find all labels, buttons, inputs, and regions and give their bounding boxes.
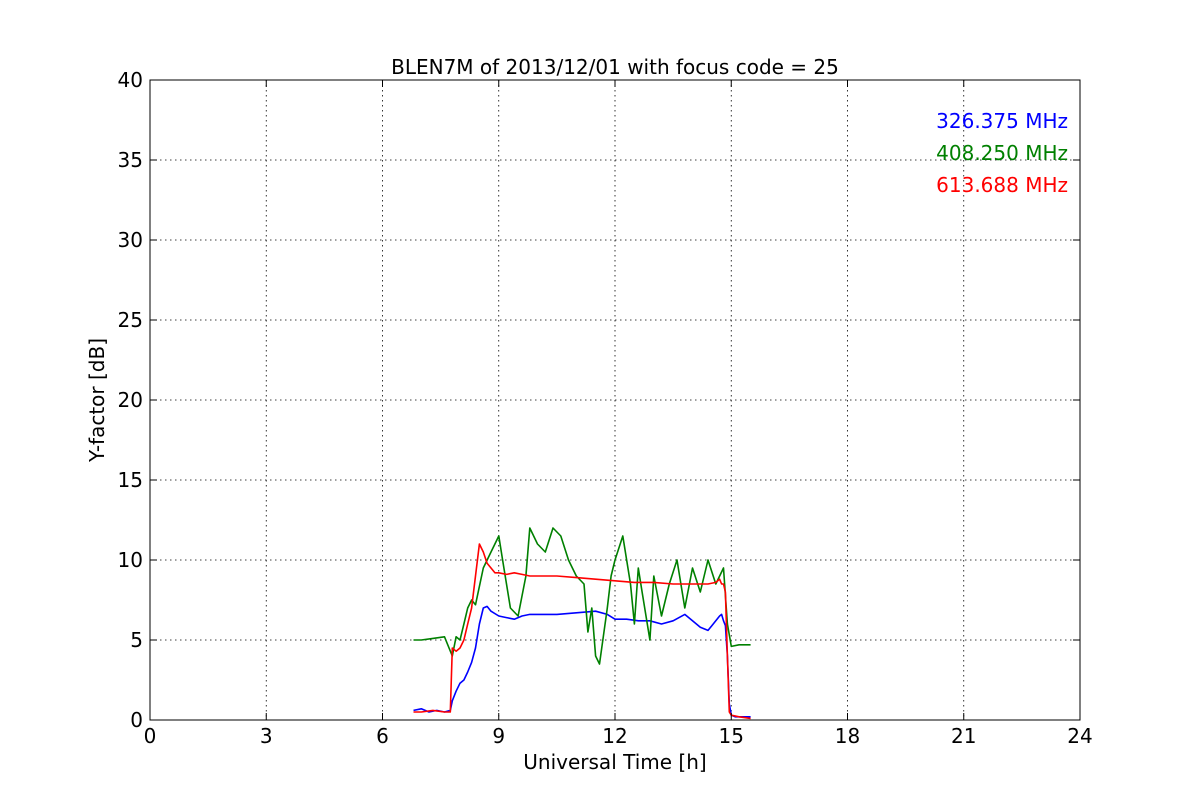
- x-tick-label: 6: [376, 724, 389, 748]
- x-tick-label: 9: [492, 724, 505, 748]
- series-line-1: [413, 527, 751, 665]
- legend-entry-2: 613.688 MHz: [936, 173, 1068, 197]
- x-tick-label: 21: [951, 724, 976, 748]
- x-tick-label: 18: [835, 724, 860, 748]
- series-line-0: [413, 605, 751, 718]
- x-tick-labels: 0 3 6 9 12 15 18 21 24: [144, 724, 1093, 748]
- series-lines: [413, 527, 751, 720]
- y-tick-label: 25: [118, 308, 143, 332]
- y-tick-label: 10: [118, 548, 143, 572]
- y-tick-label: 35: [118, 148, 143, 172]
- y-tick-label: 15: [118, 468, 143, 492]
- y-tick-label: 5: [130, 628, 143, 652]
- legend-entry-0: 326.375 MHz: [936, 109, 1068, 133]
- legend-entry-1: 408.250 MHz: [936, 141, 1068, 165]
- y-tick-label: 40: [118, 68, 143, 92]
- x-tick-label: 0: [144, 724, 157, 748]
- y-axis-label: Y-factor [dB]: [85, 338, 109, 463]
- x-tick-label: 3: [260, 724, 273, 748]
- y-tick-label: 20: [118, 388, 143, 412]
- x-axis-label: Universal Time [h]: [523, 750, 706, 774]
- y-tick-label: 30: [118, 228, 143, 252]
- x-tick-label: 24: [1067, 724, 1092, 748]
- axis-ticks: [149, 79, 1081, 721]
- series-line-2: [413, 543, 751, 720]
- x-tick-label: 12: [602, 724, 627, 748]
- x-tick-label: 15: [719, 724, 744, 748]
- grid: [150, 80, 1080, 720]
- legend: 326.375 MHz 408.250 MHz 613.688 MHz: [936, 109, 1068, 197]
- y-tick-label: 0: [130, 708, 143, 732]
- chart-title: BLEN7M of 2013/12/01 with focus code = 2…: [391, 55, 839, 79]
- y-tick-labels: 0 5 10 15 20 25 30 35 40: [118, 68, 143, 732]
